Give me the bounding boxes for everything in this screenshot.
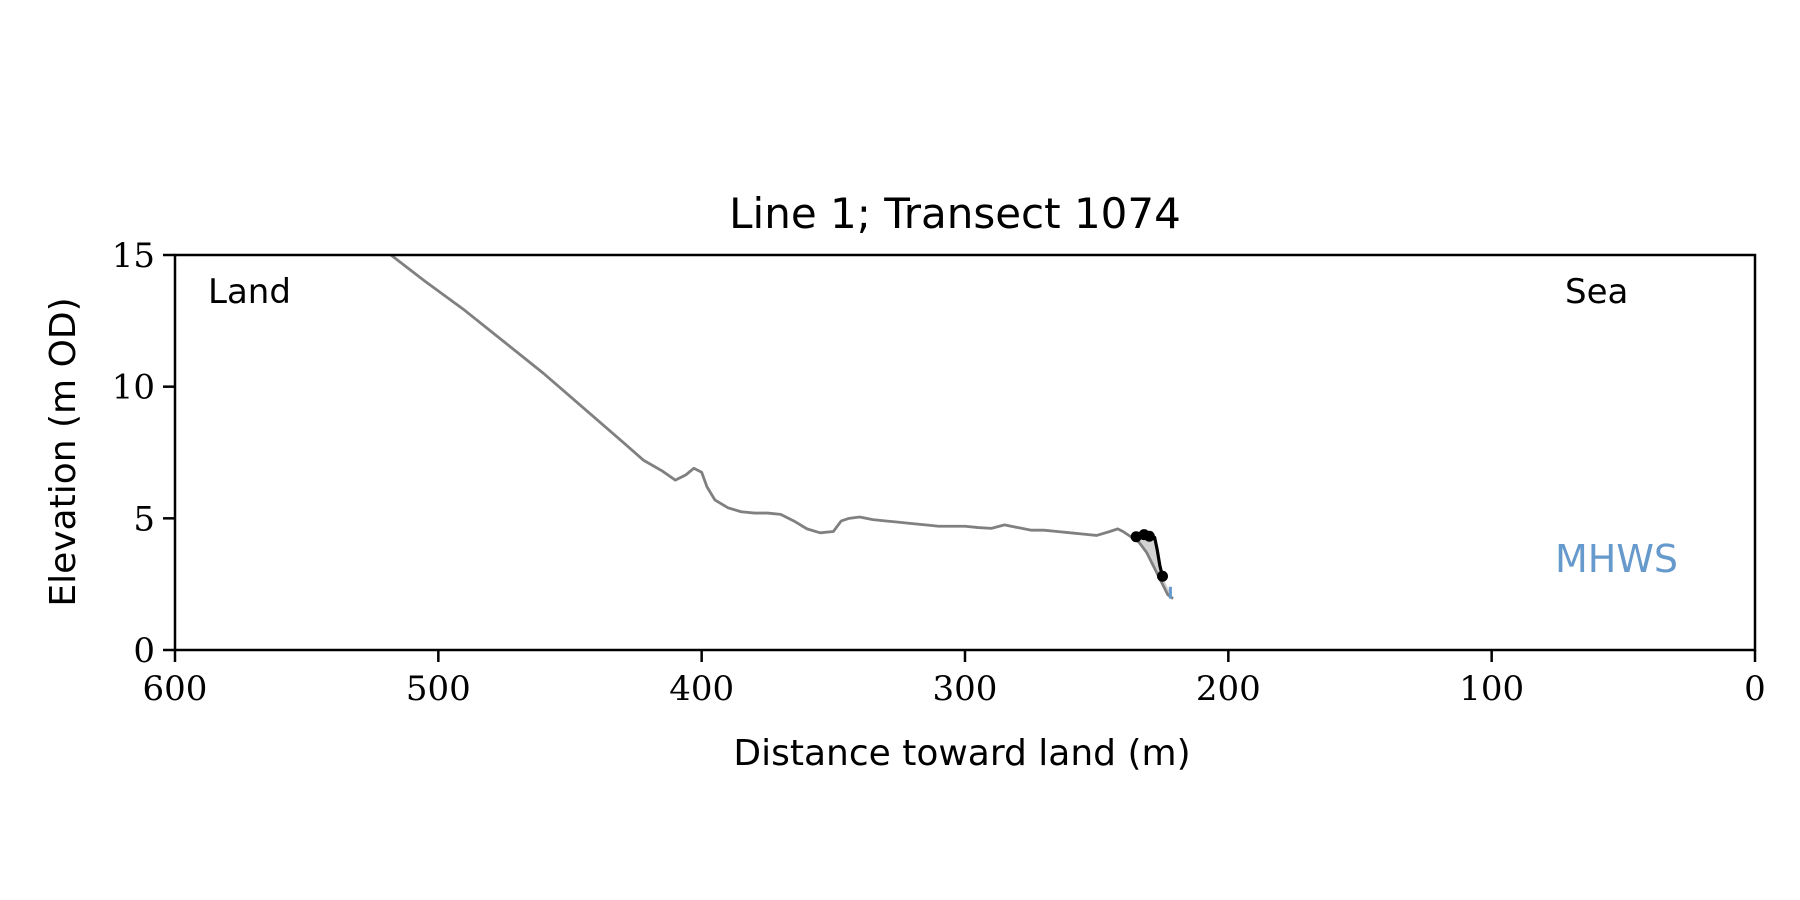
chart-title: Line 1; Transect 1074 bbox=[729, 189, 1181, 238]
x-tick-label: 200 bbox=[1196, 669, 1261, 709]
mhws-label: MHWS bbox=[1555, 537, 1678, 581]
x-tick-label: 400 bbox=[669, 669, 734, 709]
land-label: Land bbox=[208, 272, 291, 312]
plot-area bbox=[390, 253, 1174, 600]
y-axis-label: Elevation (m OD) bbox=[43, 297, 84, 606]
cliff-point bbox=[1157, 570, 1168, 582]
x-tick-label: 0 bbox=[1744, 669, 1766, 709]
y-tick-label: 0 bbox=[133, 631, 155, 671]
y-axis: 0 5 10 15 bbox=[112, 236, 175, 671]
x-axis: 600 500 400 300 200 100 0 bbox=[143, 650, 1766, 709]
x-tick-label: 300 bbox=[933, 669, 998, 709]
x-axis-label: Distance toward land (m) bbox=[733, 733, 1190, 774]
profile-line bbox=[390, 253, 1174, 600]
x-tick-label: 600 bbox=[143, 669, 208, 709]
sea-label: Sea bbox=[1565, 272, 1628, 312]
y-tick-label: 5 bbox=[133, 499, 155, 539]
cliff-point bbox=[1143, 530, 1155, 542]
x-tick-label: 100 bbox=[1459, 669, 1524, 709]
plot-frame bbox=[173, 253, 1757, 652]
x-tick-label: 500 bbox=[406, 669, 471, 709]
y-tick-label: 10 bbox=[112, 368, 155, 408]
y-tick-label: 15 bbox=[112, 236, 155, 276]
